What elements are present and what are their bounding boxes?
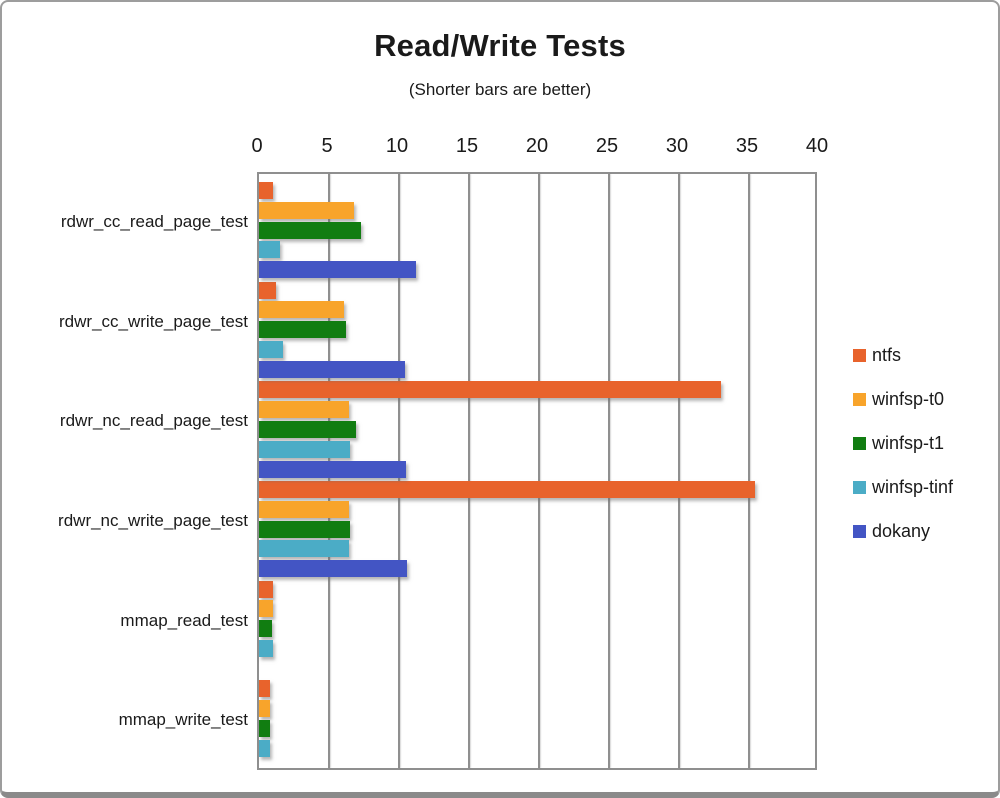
x-tick-label: 10	[385, 135, 409, 157]
legend-item-winfsp-t0: winfsp-t0	[853, 389, 944, 410]
chart-title: Read/Write Tests	[374, 28, 626, 63]
bar-winfsp-t1	[259, 321, 346, 339]
bar-ntfs	[259, 182, 273, 199]
bar-winfsp-tinf	[259, 241, 280, 259]
bar-winfsp-tinf	[259, 440, 350, 458]
legend-swatch	[853, 393, 866, 406]
legend-label: winfsp-t0	[872, 389, 945, 409]
bar-dokany	[259, 261, 416, 279]
legend-item-winfsp-t1: winfsp-t1	[853, 433, 944, 454]
bar-winfsp-t1	[259, 520, 350, 538]
gridline	[748, 174, 750, 768]
legend-label: ntfs	[872, 345, 902, 365]
bar-ntfs	[259, 281, 276, 299]
x-tick-label: 20	[525, 135, 549, 157]
bar-winfsp-tinf	[259, 739, 271, 757]
plot-area	[257, 172, 817, 770]
bar-winfsp-t0	[259, 301, 345, 319]
category-label: rdwr_cc_write_page_test	[59, 311, 248, 331]
bar-dokany	[259, 460, 406, 478]
chart-subtitle: (Shorter bars are better)	[408, 80, 592, 99]
category-label: mmap_read_test	[120, 610, 248, 630]
category-label: rdwr_nc_write_page_test	[58, 510, 248, 530]
x-tick-label: 30	[665, 135, 689, 157]
bar-winfsp-t0	[259, 201, 355, 219]
gridline	[468, 174, 470, 768]
gridline	[608, 174, 610, 768]
gridline	[538, 174, 540, 768]
x-tick-label: 5	[321, 135, 333, 157]
legend-label: winfsp-t1	[872, 433, 945, 453]
category-label: rdwr_nc_read_page_test	[59, 411, 248, 431]
bar-winfsp-tinf	[259, 540, 349, 558]
x-tick-label: 40	[805, 135, 829, 157]
x-tick-label: 25	[595, 135, 619, 157]
legend-swatch	[853, 525, 866, 538]
legend-swatch	[853, 481, 866, 494]
legend-swatch	[853, 437, 866, 450]
bar-dokany	[259, 560, 408, 578]
bar-winfsp-t0	[259, 500, 349, 518]
category-label: mmap_write_test	[118, 710, 248, 730]
legend-label: dokany	[872, 521, 931, 541]
bar-winfsp-t0	[259, 401, 349, 419]
bar-ntfs	[259, 381, 721, 399]
x-tick-label: 35	[735, 135, 759, 157]
bar-winfsp-tinf	[259, 640, 273, 658]
category-label: rdwr_cc_read_page_test	[60, 211, 248, 231]
bar-dokany	[259, 360, 405, 378]
bar-winfsp-t0	[259, 700, 271, 718]
bar-winfsp-t1	[259, 420, 356, 438]
bar-winfsp-t0	[259, 600, 273, 618]
x-tick-label: 0	[251, 135, 263, 157]
bar-ntfs	[259, 481, 755, 498]
gridline	[678, 174, 680, 768]
bar-winfsp-t1	[259, 719, 271, 737]
bar-winfsp-t1	[259, 221, 362, 239]
bar-winfsp-tinf	[259, 341, 283, 359]
x-tick-label: 15	[455, 135, 479, 157]
legend-swatch	[853, 349, 866, 362]
legend-item-dokany: dokany	[853, 521, 930, 542]
bar-ntfs	[259, 580, 273, 598]
legend-label: winfsp-tinf	[872, 477, 954, 497]
legend-item-winfsp-tinf: winfsp-tinf	[853, 477, 953, 498]
legend-item-ntfs: ntfs	[853, 345, 901, 366]
bar-winfsp-t1	[259, 620, 272, 638]
bar-ntfs	[259, 680, 271, 698]
